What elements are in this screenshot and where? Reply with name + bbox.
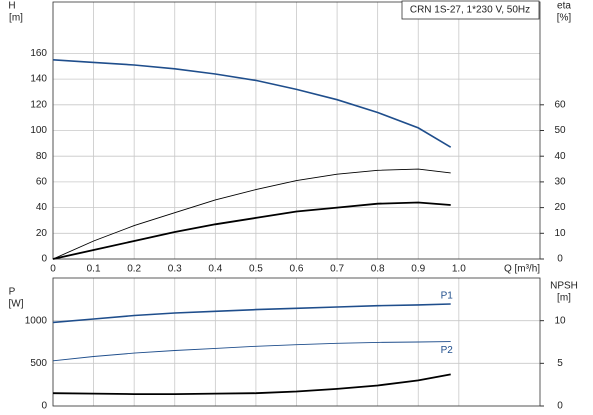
y2-tick-label: 40 <box>554 151 566 162</box>
x-tick-label: 0.1 <box>87 264 101 275</box>
series-line <box>52 201 451 260</box>
y-axis-label: H <box>8 1 15 12</box>
x-axis-label: Q [m³/h] <box>504 264 540 275</box>
x-tick-label: 0 <box>50 264 56 275</box>
series-line <box>52 168 451 260</box>
title-box <box>401 0 540 20</box>
chart-title: CRN 1S-27, 1*230 V, 50Hz <box>410 5 530 16</box>
y-axis-label: P <box>9 287 16 298</box>
x-tick-label: 0.8 <box>371 264 385 275</box>
series-label: P2 <box>441 345 454 356</box>
y-tick-label: 20 <box>36 228 48 239</box>
series-line <box>52 341 451 362</box>
y2-axis-label: NPSH <box>550 281 578 292</box>
y-tick-label: 40 <box>36 202 48 213</box>
y2-axis-label: [m] <box>557 293 571 304</box>
y-tick-label: 60 <box>36 177 48 188</box>
x-tick-label: 1.0 <box>452 264 466 275</box>
series-line <box>52 373 451 395</box>
series-line <box>52 303 451 324</box>
y-axis-label: [m] <box>9 13 23 24</box>
y2-axis-label: eta <box>557 1 571 12</box>
y2-tick-label: 10 <box>554 315 566 326</box>
plot-frame <box>52 1 541 260</box>
x-tick-label: 0.7 <box>330 264 344 275</box>
y2-tick-label: 5 <box>557 358 563 369</box>
x-tick-label: 0.6 <box>290 264 304 275</box>
x-tick-label: 0.4 <box>208 264 222 275</box>
y2-tick-label: 0 <box>557 401 563 412</box>
y2-axis-label: [%] <box>557 13 572 24</box>
y2-tick-label: 50 <box>554 125 566 136</box>
series-line <box>52 59 452 148</box>
y2-tick-label: 60 <box>554 99 566 110</box>
y2-tick-label: 30 <box>554 177 566 188</box>
y-axis-label: [W] <box>9 299 24 310</box>
y-tick-label: 160 <box>30 48 47 59</box>
y-tick-label: 80 <box>36 151 48 162</box>
y-tick-label: 100 <box>30 125 47 136</box>
y-tick-label: 0 <box>41 401 47 412</box>
y2-tick-label: 0 <box>557 254 563 265</box>
x-tick-label: 0.3 <box>168 264 182 275</box>
y-tick-label: 1000 <box>25 315 48 326</box>
x-tick-label: 0.9 <box>411 264 425 275</box>
x-tick-label: 0.5 <box>249 264 263 275</box>
y-tick-label: 0 <box>41 254 47 265</box>
y2-tick-label: 20 <box>554 202 566 213</box>
y-tick-label: 500 <box>30 358 47 369</box>
y2-tick-label: 10 <box>554 228 566 239</box>
y-tick-label: 140 <box>30 74 47 85</box>
series-label: P1 <box>441 291 454 302</box>
plot-frame <box>52 277 541 407</box>
x-tick-label: 0.2 <box>127 264 141 275</box>
y-tick-label: 120 <box>30 99 47 110</box>
